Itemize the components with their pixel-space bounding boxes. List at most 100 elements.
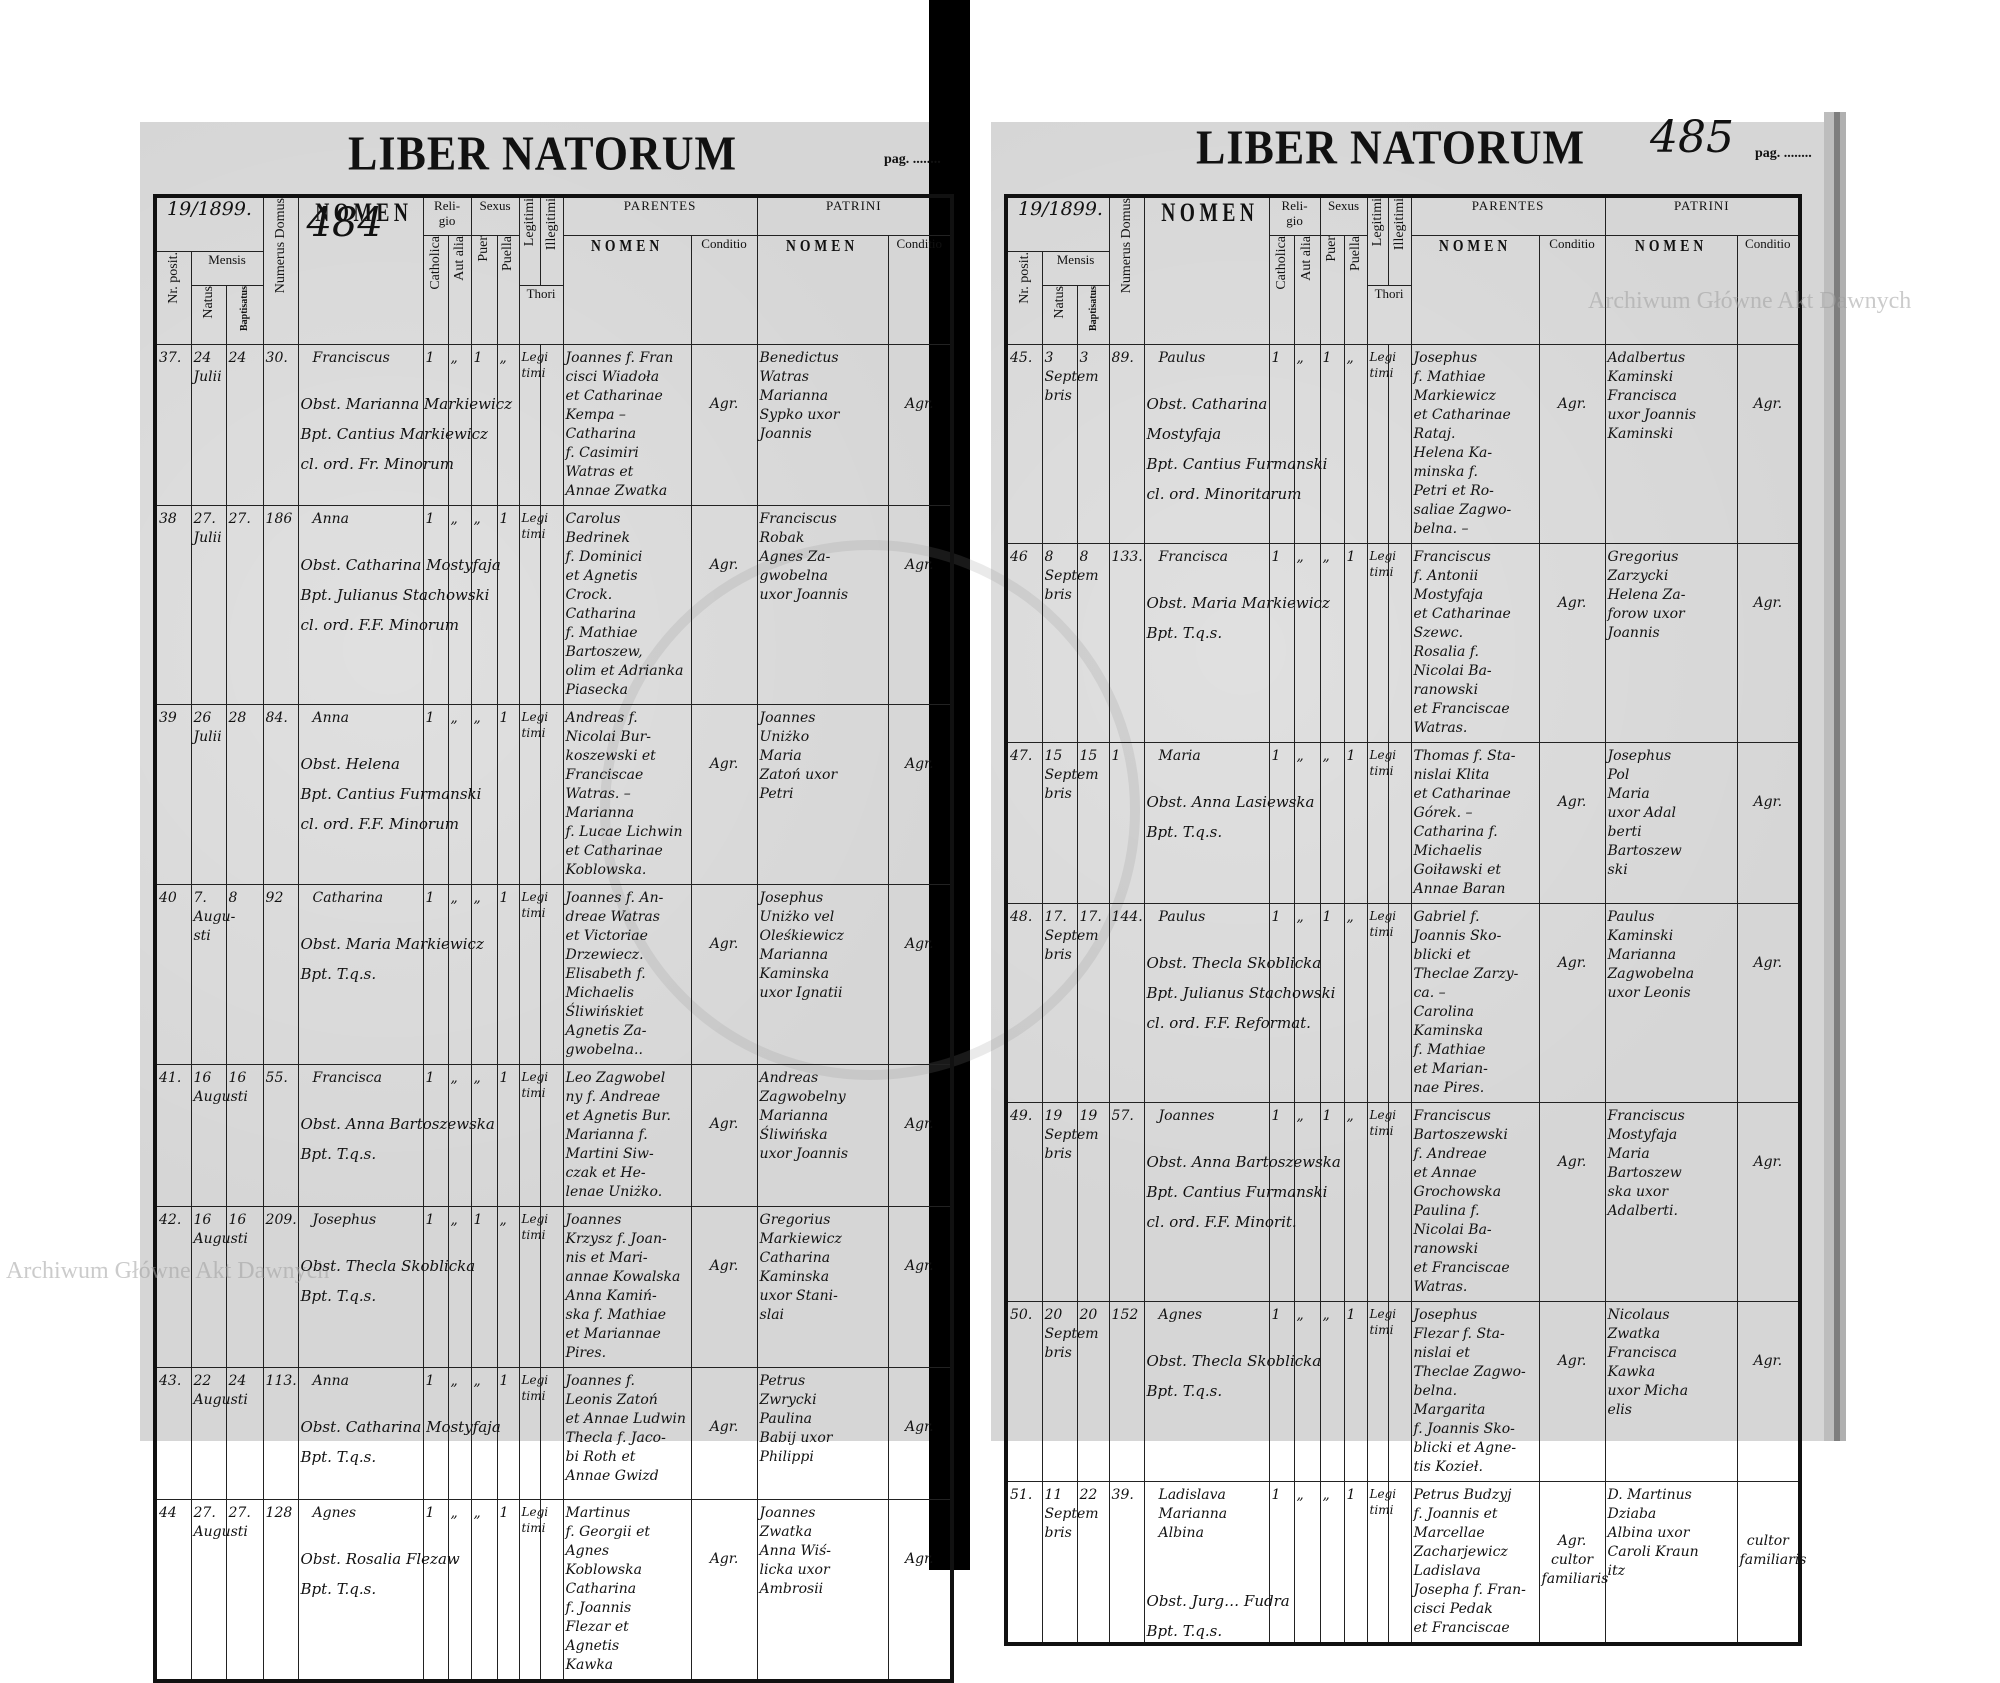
catholica-text: 1 <box>1271 908 1281 925</box>
patrini-conditio-cell: Agr. <box>887 1205 953 1368</box>
header-baptisatus: Baptisatus <box>1076 284 1110 345</box>
natus-cell: 20 Septem bris <box>1041 1300 1099 1482</box>
baptisatus-cell: 22 <box>1076 1480 1110 1644</box>
patrini-conditio-text: Agr. <box>904 1257 934 1274</box>
header-nomen: 485NOMEN <box>1143 195 1270 345</box>
patrini-cell: Petrus Zwrycki Paulina Babij uxor Philip… <box>756 1366 889 1500</box>
baptism-notes: Obst. Thecla Skoblicka Bpt. Julianus Sta… <box>1146 953 1336 1032</box>
header-nomen: 484 NOMEN <box>297 195 424 345</box>
catholica-text: 1 <box>1271 548 1281 565</box>
parentes-text: Leo Zagwobel ny f. Andreae et Agnetis Bu… <box>565 1069 671 1200</box>
parentes-conditio-text: Agr. <box>709 395 739 412</box>
aut-alia-cell: „ <box>1293 343 1321 544</box>
natus-cell: 22 Augusti <box>190 1366 248 1500</box>
baptism-notes: Obst. Jurg… Fudra Bpt. T.q.s. <box>1146 1591 1290 1640</box>
patrini-conditio-cell: Agr. <box>1736 902 1801 1103</box>
header-parentes: PARENTES <box>1410 195 1606 236</box>
parentes-conditio-text: Agr. <box>1557 1352 1587 1369</box>
header-illegitimi: Illegitimi <box>539 195 564 286</box>
natus-text: 27. Augusti <box>193 1504 248 1540</box>
register-entry-row: 46 8 Septem bris 8 133. Francisca Obst. Maria… <box>1005 542 1801 743</box>
baptism-notes: Obst. Thecla Skoblicka Bpt. T.q.s. <box>1146 1351 1322 1400</box>
parentes-text: Josephus f. Mathiae Markiewicz et Cathar… <box>1413 349 1512 537</box>
nr-cell: 47. <box>1005 741 1043 904</box>
header-patrini-conditio: Conditio <box>887 234 953 345</box>
patrini-cell: Joannes Zwatka Anna Wiś- licka uxor Ambr… <box>756 1498 889 1681</box>
page-number: 484 <box>306 200 383 246</box>
register-entry-row: 50. 20 Septem bris 20 152 Agnes Obst. Thecla … <box>1005 1300 1801 1482</box>
baptisatus-cell: 8 <box>1076 542 1110 743</box>
puella-text: 1 <box>499 510 509 527</box>
natus-text: 7. Augu- sti <box>193 889 236 944</box>
parentes-text: Andreas f. Nicolai Bur- koszewski et Fra… <box>565 709 683 878</box>
nomen-cell: Francisca Obst. Anna Bartoszewska Bpt. T.… <box>297 1063 495 1207</box>
header-parentes-nomen: NOMEN <box>562 234 692 345</box>
patrini-text: Joannes Zwatka Anna Wiś- licka uxor Ambr… <box>759 1504 832 1597</box>
header-nr-posit: Nr. posit. <box>1005 250 1043 345</box>
header-patrini: PATRINI <box>756 195 953 236</box>
baptism-notes: Obst. Helena Bpt. Cantius Furmanski cl. … <box>300 754 482 833</box>
nomen-text: Josephus <box>312 1211 377 1228</box>
nr-text: 43. <box>159 1372 182 1389</box>
puer-cell: „ <box>1319 1300 1345 1482</box>
header-religio: Reli- gio <box>422 195 472 236</box>
nr-text: 46 <box>1010 548 1028 565</box>
header-puella: Puella <box>496 234 520 345</box>
nomen-text: Anna <box>312 510 350 527</box>
puer-text: „ <box>1322 1306 1330 1323</box>
patrini-text: Adalbertus Kaminski Francisca uxor Joann… <box>1607 349 1697 442</box>
parentes-text: Thomas f. Sta- nislai Klita et Catharina… <box>1413 747 1516 897</box>
natus-cell: 17. Septem bris <box>1041 902 1099 1103</box>
register-entry-row: 49. 19 Septem bris 19 57. Joannes Obst. Anna … <box>1005 1101 1801 1302</box>
nr-cell: 51. <box>1005 1480 1043 1644</box>
baptism-notes: Obst. Rosalia Flezaw Bpt. T.q.s. <box>300 1549 460 1598</box>
domus-cell: 55. <box>262 1063 299 1207</box>
baptisatus-cell: 8 <box>225 883 264 1065</box>
puer-cell: 1 <box>470 343 498 506</box>
page-edge <box>1824 112 1834 1441</box>
parentes-conditio-text: Agr. <box>709 935 739 952</box>
patrini-text: Franciscus Mostyfaja Maria Bartoszew ska… <box>1607 1107 1685 1219</box>
illegitimi-cell <box>539 883 564 1065</box>
year-cell: 19/1899. <box>1005 195 1110 252</box>
baptism-notes: Obst. Catharina Mostyfaja Bpt. Cantius F… <box>1146 394 1328 503</box>
baptisatus-cell: 28 <box>225 703 264 885</box>
year: 19/1899. <box>1018 198 1103 220</box>
watermark: Archiwum Główne Akt Dawnych <box>6 1258 330 1284</box>
patrini-conditio-text: Agr. <box>1753 793 1783 810</box>
parentes-conditio-cell: Agr. <box>690 703 758 885</box>
domus-cell: 92 <box>262 883 299 1065</box>
header-mensis: Mensis <box>190 250 264 286</box>
legitimi-cell: Legi timi <box>1366 902 1396 1103</box>
register-entry-row: 38 27. Julii 27. 186 Anna Obst. Catharina Mos… <box>154 504 953 705</box>
catholica-text: 1 <box>425 1211 435 1228</box>
natus-cell: 3 Septem bris <box>1041 343 1099 544</box>
parentes-text: Franciscus Bartoszewski f. Andreae et An… <box>1413 1107 1510 1295</box>
parentes-text: Joannes f. An- dreae Watras et Victoriae… <box>565 889 664 1058</box>
nomen-text: Agnes <box>1158 1306 1203 1323</box>
header-religio: Reli- gio <box>1268 195 1321 236</box>
baptisatus-text: 8 <box>1079 548 1089 565</box>
domus-text: 30. <box>265 349 288 366</box>
aut-alia-text: „ <box>1296 548 1304 565</box>
header-aut-alia: Aut alia <box>1293 234 1321 345</box>
parentes-cell: Joannes f. An- dreae Watras et Victoriae… <box>562 883 692 1065</box>
aut-alia-text: „ <box>450 349 458 366</box>
puer-text: „ <box>473 1504 481 1521</box>
patrini-conditio-text: Agr. <box>904 395 934 412</box>
patrini-conditio-cell: Agr. <box>1736 542 1801 743</box>
puella-text: 1 <box>499 1069 509 1086</box>
puella-text: 1 <box>1346 1306 1356 1323</box>
header-baptisatus: Baptisatus <box>225 284 264 345</box>
domus-text: 133. <box>1111 548 1143 565</box>
baptisatus-cell: 24 <box>225 343 264 506</box>
nr-cell: 44 <box>154 1498 192 1681</box>
aut-alia-text: „ <box>450 1372 458 1389</box>
patrini-cell: Adalbertus Kaminski Francisca uxor Joann… <box>1604 343 1738 544</box>
legitimi-cell: Legi timi <box>1366 542 1396 743</box>
nr-cell: 50. <box>1005 1300 1043 1482</box>
baptisatus-cell: 17. <box>1076 902 1110 1103</box>
patrini-conditio-text: Agr. <box>1753 594 1783 611</box>
nomen-cell: Ladislava Marianna Albina Obst. Jurg… Fu… <box>1143 1480 1290 1644</box>
natus-text: 16 Augusti <box>193 1069 248 1105</box>
